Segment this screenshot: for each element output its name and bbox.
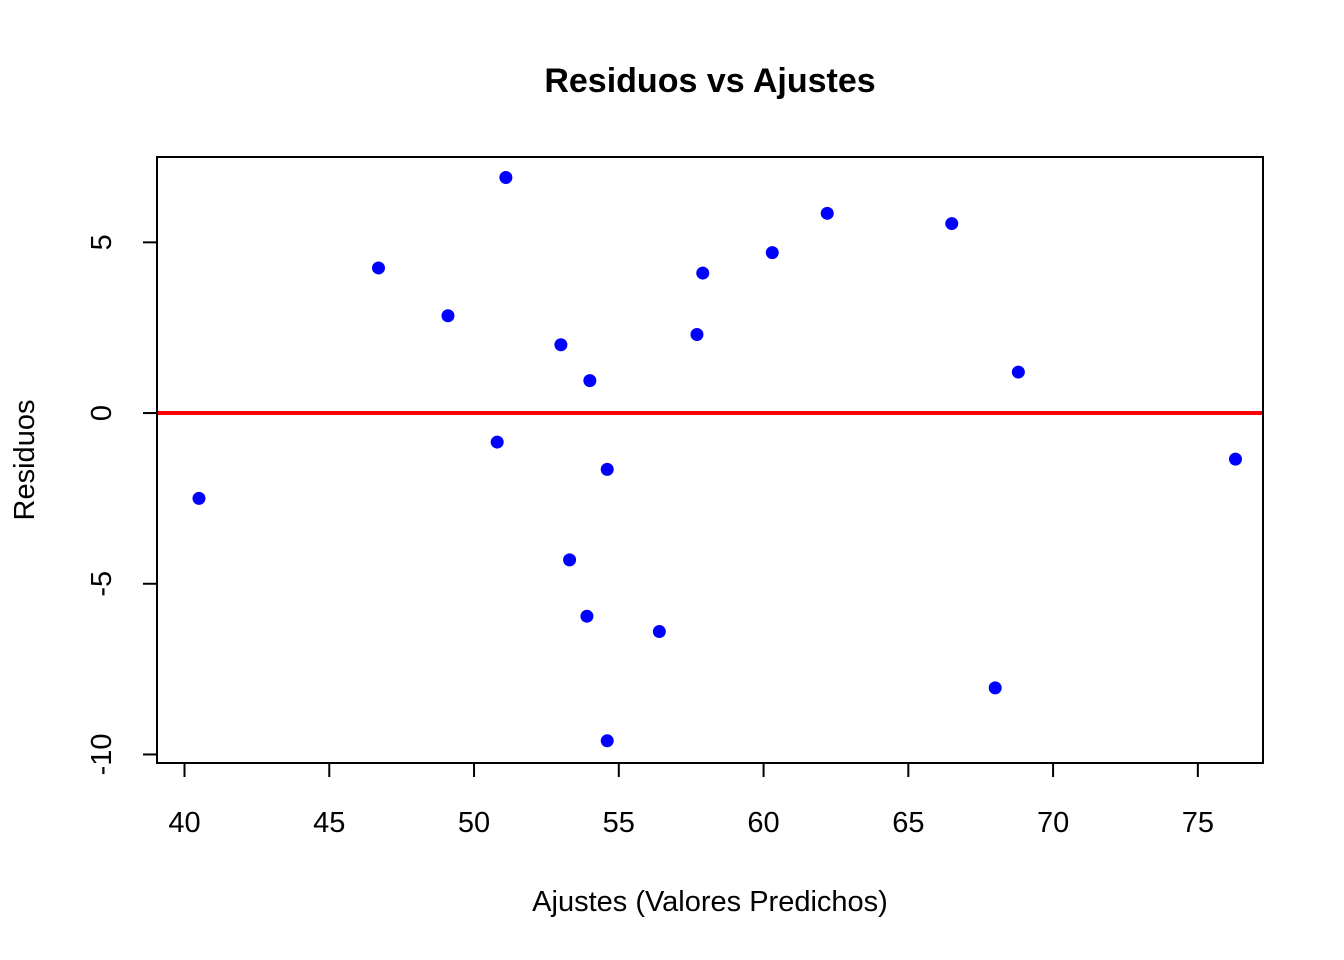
data-point — [563, 553, 577, 567]
y-tick-label: -5 — [86, 571, 118, 597]
data-point — [765, 246, 779, 260]
data-point — [600, 462, 614, 476]
data-point — [371, 261, 385, 275]
data-points — [192, 170, 1242, 748]
x-tick-label: 70 — [1037, 807, 1069, 839]
data-point — [600, 734, 614, 748]
x-tick-label: 50 — [458, 807, 490, 839]
x-axis: 40 45 50 55 60 65 70 75 — [168, 762, 1214, 839]
data-point — [554, 338, 568, 352]
data-point — [945, 217, 959, 231]
data-point — [696, 266, 710, 280]
data-point — [490, 435, 504, 449]
x-tick-label: 60 — [747, 807, 779, 839]
data-point — [820, 206, 834, 220]
data-point — [988, 681, 1002, 695]
x-tick-label: 40 — [168, 807, 200, 839]
y-axis: -10 -5 0 5 — [86, 234, 158, 776]
x-tick-label: 75 — [1182, 807, 1214, 839]
y-tick-label: 5 — [86, 234, 118, 250]
data-point — [499, 170, 513, 184]
y-tick-label: 0 — [86, 405, 118, 421]
data-point — [580, 609, 594, 623]
data-point — [1011, 365, 1025, 379]
data-point — [690, 328, 704, 342]
data-point — [1228, 452, 1242, 466]
data-point — [192, 491, 206, 505]
x-tick-label: 65 — [892, 807, 924, 839]
x-tick-label: 45 — [313, 807, 345, 839]
data-point — [441, 309, 455, 323]
x-axis-label: Ajustes (Valores Predichos) — [532, 886, 888, 918]
data-point — [583, 374, 597, 388]
x-tick-label: 55 — [603, 807, 635, 839]
y-axis-label: Residuos — [9, 400, 41, 521]
y-tick-label: -10 — [86, 734, 118, 776]
plot-area-frame — [156, 156, 1264, 764]
chart-title: Residuos vs Ajustes — [544, 62, 875, 100]
data-point — [652, 625, 666, 639]
